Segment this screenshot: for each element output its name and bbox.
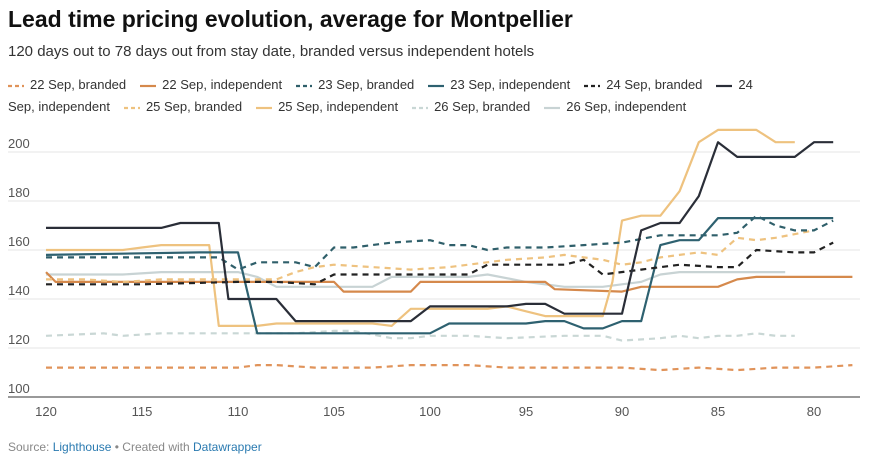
x-tick-label: 80 [807, 404, 821, 419]
y-tick-label: 180 [8, 185, 30, 200]
y-tick-label: 100 [8, 381, 30, 396]
chart-subtitle: 120 days out to 78 days out from stay da… [8, 43, 535, 60]
legend-item: 24 Sep, branded [584, 77, 702, 92]
legend-label: 24 Sep, branded [606, 77, 703, 92]
legend-label: 26 Sep, independent [566, 99, 687, 114]
legend-item: 23 Sep, independent [428, 77, 570, 92]
series-line-26-sep-branded [45, 329, 795, 342]
series-line-22-sep-independent [45, 271, 853, 293]
series-line-25-sep-independent [46, 128, 795, 327]
series-line-23-sep-branded [46, 214, 834, 271]
chart-footer: Source: Lighthouse • Created with Datawr… [8, 440, 262, 454]
series-line-22-sep-branded [46, 364, 853, 372]
x-tick-label: 115 [132, 404, 153, 419]
chart-legend: 22 Sep, branded 22 Sep, independent 23 Sep… [8, 74, 768, 118]
chart-title: Lead time pricing evolution, average for… [8, 6, 573, 32]
line-chart: 100 120 140 160 180 200 120 115 110 105 100 95 90 85 8… [8, 128, 860, 419]
x-tick-label: 90 [615, 404, 629, 419]
legend-item: 22 Sep, branded [8, 77, 126, 92]
source-link[interactable]: Lighthouse [52, 440, 112, 454]
legend-label: 26 Sep, branded [434, 99, 531, 114]
y-tick-label: 140 [8, 283, 30, 298]
datawrapper-link[interactable]: Datawrapper [193, 440, 262, 454]
series-line-24-sep-independent [46, 141, 834, 323]
y-tick-label: 120 [8, 332, 30, 347]
y-tick-label: 160 [8, 234, 30, 249]
source-label: Source: [8, 440, 53, 454]
legend-label: 25 Sep, independent [278, 99, 399, 114]
legend-label: 25 Sep, branded [145, 99, 243, 114]
legend-item: 26 Sep, branded [412, 99, 530, 114]
x-tick-label: 120 [35, 404, 57, 419]
series-line-26-sep-independent [46, 271, 786, 288]
legend-item: 22 Sep, independent [140, 77, 282, 92]
legend-label: 24 Sep, independent [8, 77, 753, 114]
legend-label: 23 Sep, branded [318, 77, 415, 92]
x-tick-label: 100 [419, 404, 441, 419]
legend-item: 25 Sep, independent [256, 99, 398, 114]
series-line-23-sep-independent [45, 217, 834, 335]
legend-item: 23 Sep, branded [296, 77, 414, 92]
x-tick-label: 110 [228, 404, 249, 419]
legend-item: 26 Sep, independent [544, 99, 686, 114]
x-tick-label: 85 [711, 404, 725, 419]
legend-item: 25 Sep, branded [123, 99, 243, 114]
legend-label: 23 Sep, independent [450, 77, 571, 92]
legend-label: 22 Sep, branded [30, 77, 127, 92]
series-line-24-sep-branded [46, 241, 834, 286]
y-tick-label: 200 [8, 136, 30, 151]
legend-label: 22 Sep, independent [162, 77, 283, 92]
credit-separator: • Created with [111, 440, 193, 454]
x-tick-label: 95 [519, 404, 533, 419]
legend-item: 24 Sep, independent [8, 77, 753, 114]
x-tick-label: 105 [323, 404, 345, 419]
